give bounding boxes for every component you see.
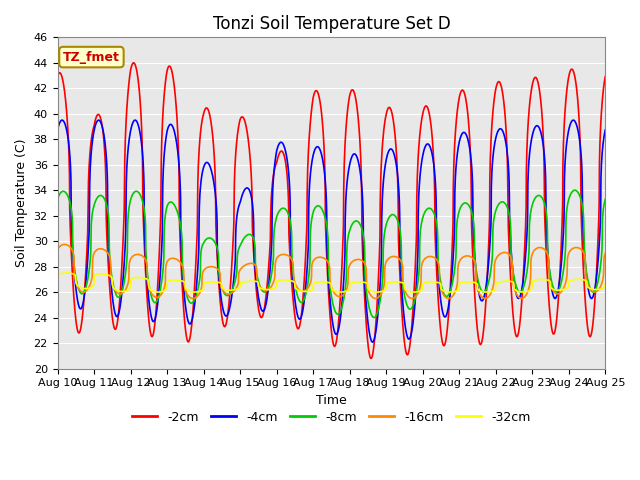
-8cm [571,187,579,193]
-32cm [54,276,61,282]
-8cm [568,189,576,194]
-32cm [348,280,355,286]
-16cm [348,260,355,265]
-2cm [207,116,214,122]
-2cm [554,310,561,316]
-32cm [491,287,499,293]
-16cm [207,264,214,270]
Line: -8cm: -8cm [58,190,605,318]
-16cm [569,246,577,252]
-8cm [207,235,214,241]
-8cm [359,230,367,236]
-16cm [602,251,609,256]
-16cm [518,296,525,301]
-4cm [360,219,367,225]
X-axis label: Time: Time [316,394,347,407]
-8cm [553,289,561,295]
Line: -16cm: -16cm [58,244,605,299]
-4cm [207,165,214,170]
-4cm [554,291,561,297]
-32cm [554,288,561,293]
-16cm [554,291,561,297]
-2cm [569,67,577,72]
-4cm [491,140,499,145]
Y-axis label: Soil Temperature (C): Soil Temperature (C) [15,139,28,267]
-16cm [360,259,367,264]
Title: Tonzi Soil Temperature Set D: Tonzi Soil Temperature Set D [212,15,451,33]
-2cm [491,91,499,97]
-4cm [369,339,376,345]
-8cm [348,224,355,229]
-2cm [367,356,375,361]
-8cm [491,212,499,218]
-4cm [348,156,355,161]
-2cm [348,88,355,94]
-16cm [61,241,68,247]
-8cm [602,196,609,202]
-8cm [370,315,378,321]
-32cm [519,289,527,295]
-2cm [602,74,609,80]
-32cm [360,279,367,285]
Line: -4cm: -4cm [58,120,605,342]
Legend: -2cm, -4cm, -8cm, -16cm, -32cm: -2cm, -4cm, -8cm, -16cm, -32cm [127,406,536,429]
-2cm [54,73,61,79]
-2cm [130,60,138,66]
-32cm [207,279,214,285]
-4cm [58,117,66,123]
-2cm [360,265,367,271]
Line: -32cm: -32cm [58,273,605,292]
-4cm [54,127,61,133]
Text: TZ_fmet: TZ_fmet [63,50,120,63]
-32cm [569,277,577,283]
-4cm [569,118,577,123]
-16cm [491,261,499,266]
-16cm [54,247,61,253]
-32cm [63,270,70,276]
-4cm [602,127,609,133]
-32cm [602,282,609,288]
-8cm [54,196,61,202]
Line: -2cm: -2cm [58,63,605,359]
